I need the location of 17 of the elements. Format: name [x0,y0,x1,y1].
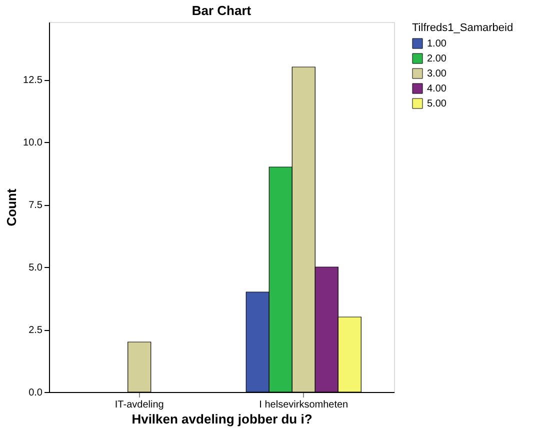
legend-label: 4.00 [427,84,447,94]
y-tick-label: 0.0 [28,388,43,398]
y-tick-label: 10.0 [23,138,43,148]
x-tick-label: I helsevirksomheten [259,400,348,410]
legend-label: 1.00 [427,38,447,50]
y-tick-label: 2.5 [28,325,43,336]
y-tick-label: 5.0 [28,262,43,274]
y-tick-label: 12.5 [23,75,43,86]
legend-label: 3.00 [427,68,447,80]
legend-label: 2.00 [427,54,447,64]
y-axis-title: Count [4,188,20,226]
x-axis-title: Hvilken avdeling jobber du i? [132,412,312,426]
legend-title: Tilfreds1_Samarbeid [412,22,514,34]
y-tick-label: 7.5 [28,200,43,211]
x-tick-label: IT-avdeling [114,400,164,410]
legend-label: 5.00 [427,98,447,110]
chart-title: Bar Chart [192,3,252,18]
